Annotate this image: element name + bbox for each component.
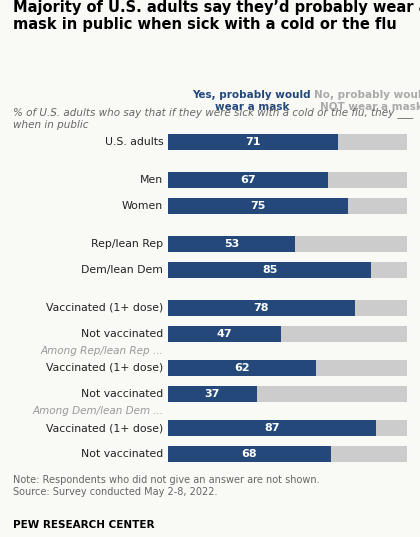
Text: Vaccinated (1+ dose): Vaccinated (1+ dose) [46,363,163,373]
Bar [168,420,376,436]
Bar [168,326,281,342]
Text: % of U.S. adults who say that if they were sick with a cold or the flu, they ___: % of U.S. adults who say that if they we… [13,107,413,130]
Text: Not vaccinated: Not vaccinated [81,449,163,459]
Text: Among Rep/lean Rep ...: Among Rep/lean Rep ... [41,346,163,356]
Bar [168,446,407,462]
Text: 37: 37 [205,389,220,399]
Text: Among Dem/lean Dem ...: Among Dem/lean Dem ... [32,407,163,416]
Bar [168,134,407,150]
Text: Vaccinated (1+ dose): Vaccinated (1+ dose) [46,423,163,433]
Text: 75: 75 [250,201,265,211]
Bar [168,134,338,150]
Bar [168,172,407,187]
Text: U.S. adults: U.S. adults [105,137,163,147]
Bar [168,172,328,187]
Text: Rep/lean Rep: Rep/lean Rep [91,239,163,249]
Bar [168,420,407,436]
Bar [168,300,355,316]
Text: 62: 62 [234,363,250,373]
Text: 78: 78 [254,303,269,313]
Text: 53: 53 [224,239,239,249]
Bar [168,386,257,402]
Text: Vaccinated (1+ dose): Vaccinated (1+ dose) [46,303,163,313]
Bar [168,360,407,376]
Text: No, probably would
NOT wear a mask: No, probably would NOT wear a mask [314,91,420,112]
Text: 71: 71 [245,137,261,147]
Bar [168,326,407,342]
Text: Not vaccinated: Not vaccinated [81,329,163,339]
Bar [168,236,407,252]
Text: Dem/lean Dem: Dem/lean Dem [81,265,163,275]
Text: 68: 68 [241,449,257,459]
Text: 47: 47 [216,329,232,339]
Bar [168,446,331,462]
Bar [168,198,407,214]
Text: 67: 67 [240,175,256,185]
Text: Women: Women [122,201,163,211]
Text: Yes, probably would
wear a mask: Yes, probably would wear a mask [192,91,311,112]
Bar [168,262,407,278]
Bar [168,262,372,278]
Bar [168,236,295,252]
Text: Majority of U.S. adults say they’d probably wear a
mask in public when sick with: Majority of U.S. adults say they’d proba… [13,0,420,32]
Text: 85: 85 [262,265,278,275]
Bar [168,300,407,316]
Text: PEW RESEARCH CENTER: PEW RESEARCH CENTER [13,520,154,529]
Text: Note: Respondents who did not give an answer are not shown.
Source: Survey condu: Note: Respondents who did not give an an… [13,475,319,497]
Bar [168,360,316,376]
Text: 87: 87 [264,423,280,433]
Bar [168,198,348,214]
Text: Men: Men [140,175,163,185]
Text: Not vaccinated: Not vaccinated [81,389,163,399]
Bar [168,386,407,402]
